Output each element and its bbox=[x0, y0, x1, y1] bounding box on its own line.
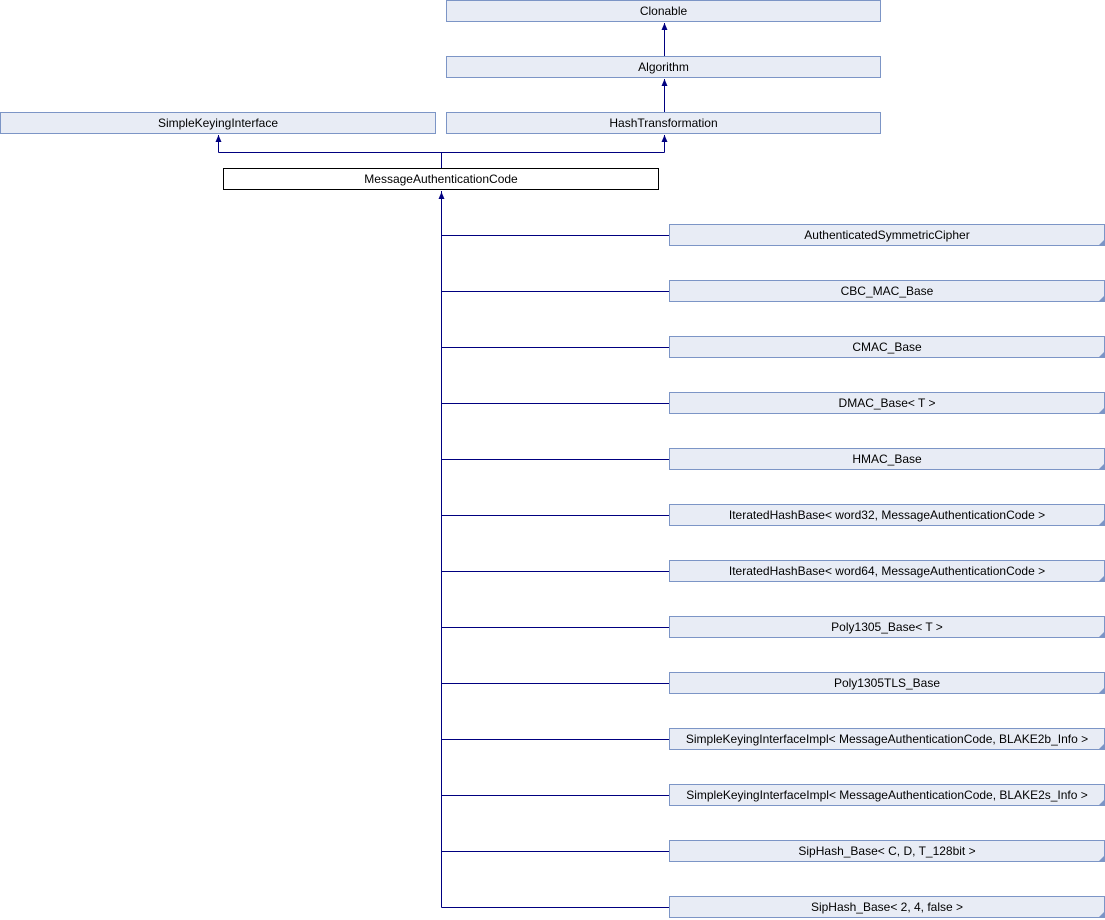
arrowhead-icon bbox=[661, 135, 668, 142]
class-box-derived[interactable]: SimpleKeyingInterfaceImpl< MessageAuthen… bbox=[669, 784, 1105, 806]
corner-marker-icon bbox=[1099, 352, 1104, 357]
class-box-derived[interactable]: Poly1305TLS_Base bbox=[669, 672, 1105, 694]
class-box-derived[interactable]: IteratedHashBase< word64, MessageAuthent… bbox=[669, 560, 1105, 582]
class-label: SimpleKeyingInterfaceImpl< MessageAuthen… bbox=[686, 788, 1088, 802]
class-label: CMAC_Base bbox=[852, 340, 922, 354]
arrowhead-icon bbox=[661, 23, 668, 30]
class-label: Poly1305_Base< T > bbox=[831, 620, 943, 634]
class-label: SipHash_Base< C, D, T_128bit > bbox=[798, 844, 976, 858]
class-box-current: MessageAuthenticationCode bbox=[223, 168, 659, 190]
class-box-derived[interactable]: HMAC_Base bbox=[669, 448, 1105, 470]
class-box-derived[interactable]: CBC_MAC_Base bbox=[669, 280, 1105, 302]
class-box-derived[interactable]: AuthenticatedSymmetricCipher bbox=[669, 224, 1105, 246]
class-label: Poly1305TLS_Base bbox=[833, 676, 941, 690]
corner-marker-icon bbox=[1099, 912, 1104, 917]
arrowhead-icon bbox=[661, 79, 668, 86]
class-label: HMAC_Base bbox=[852, 452, 922, 466]
arrowhead-icon bbox=[215, 135, 222, 142]
corner-marker-icon bbox=[1099, 520, 1104, 525]
class-label: Clonable bbox=[639, 4, 688, 18]
corner-marker-icon bbox=[1099, 632, 1104, 637]
corner-marker-icon bbox=[1099, 576, 1104, 581]
class-label: SimpleKeyingInterface bbox=[157, 116, 279, 130]
class-box-clonable[interactable]: Clonable bbox=[446, 0, 881, 22]
class-box-derived[interactable]: SipHash_Base< C, D, T_128bit > bbox=[669, 840, 1105, 862]
class-box-simple-keying-interface[interactable]: SimpleKeyingInterface bbox=[0, 112, 436, 134]
class-box-derived[interactable]: DMAC_Base< T > bbox=[669, 392, 1105, 414]
class-label: IteratedHashBase< word32, MessageAuthent… bbox=[728, 508, 1046, 522]
class-label: MessageAuthenticationCode bbox=[364, 172, 518, 186]
class-box-derived[interactable]: SimpleKeyingInterfaceImpl< MessageAuthen… bbox=[669, 728, 1105, 750]
corner-marker-icon bbox=[1099, 408, 1104, 413]
class-label: DMAC_Base< T > bbox=[838, 396, 936, 410]
class-box-algorithm[interactable]: Algorithm bbox=[446, 56, 881, 78]
corner-marker-icon bbox=[1099, 688, 1104, 693]
corner-marker-icon bbox=[1099, 296, 1104, 301]
class-label: SimpleKeyingInterfaceImpl< MessageAuthen… bbox=[685, 732, 1089, 746]
corner-marker-icon bbox=[1099, 464, 1104, 469]
class-label: HashTransformation bbox=[609, 116, 718, 130]
corner-marker-icon bbox=[1099, 240, 1104, 245]
corner-marker-icon bbox=[1099, 800, 1104, 805]
class-label: AuthenticatedSymmetricCipher bbox=[804, 228, 970, 242]
class-box-derived[interactable]: IteratedHashBase< word32, MessageAuthent… bbox=[669, 504, 1105, 526]
class-box-derived[interactable]: Poly1305_Base< T > bbox=[669, 616, 1105, 638]
class-label: SipHash_Base< 2, 4, false > bbox=[810, 900, 964, 914]
class-box-derived[interactable]: SipHash_Base< 2, 4, false > bbox=[669, 896, 1105, 918]
class-box-derived[interactable]: CMAC_Base bbox=[669, 336, 1105, 358]
class-label: IteratedHashBase< word64, MessageAuthent… bbox=[728, 564, 1046, 578]
corner-marker-icon bbox=[1099, 856, 1104, 861]
corner-marker-icon bbox=[1099, 744, 1104, 749]
class-box-hash-transformation[interactable]: HashTransformation bbox=[446, 112, 881, 134]
class-label: CBC_MAC_Base bbox=[840, 284, 934, 298]
class-label: Algorithm bbox=[638, 60, 689, 74]
arrowhead-icon bbox=[438, 192, 445, 199]
